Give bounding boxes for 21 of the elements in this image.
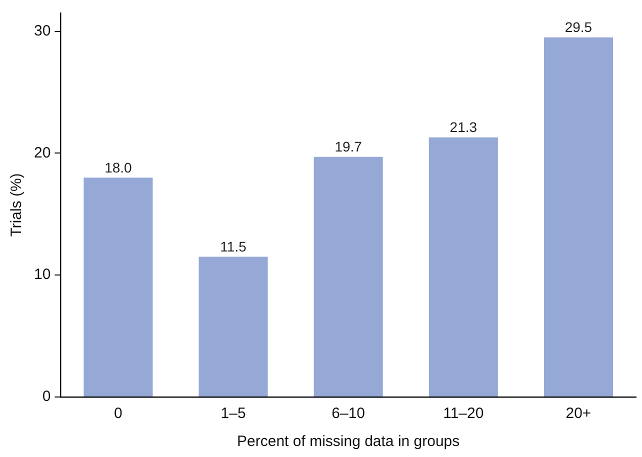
y-tick-label: 30 [34,22,51,40]
bar [198,256,268,396]
x-tick-label: 0 [114,405,122,422]
y-axis-title: Trials (%) [8,173,26,237]
y-tick-label: 0 [42,388,51,406]
x-tick-label: 20+ [566,405,592,422]
bar [544,37,613,396]
y-tick-label: 20 [34,144,51,162]
x-tick-label: 6–10 [332,405,366,422]
x-tick-label: 1–5 [220,405,246,422]
data-label: 19.7 [334,138,362,155]
data-label: 21.3 [450,119,478,136]
y-tick-label: 10 [34,266,51,284]
data-label: 11.5 [220,238,247,255]
bar [314,156,383,396]
data-label: 18.0 [104,159,132,176]
data-label: 29.5 [564,19,592,36]
x-axis-title: Percent of missing data in groups [237,433,460,450]
bar [84,178,153,396]
x-tick-label: 11–20 [443,405,484,422]
bar [428,137,498,396]
